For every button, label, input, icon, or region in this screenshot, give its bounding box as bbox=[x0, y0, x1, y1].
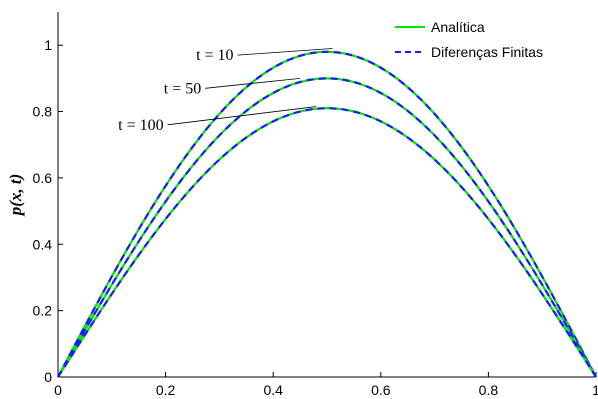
annotation-leader-line bbox=[167, 106, 317, 126]
y-tick-label: 0.8 bbox=[33, 104, 53, 120]
x-tick-label: 0 bbox=[54, 382, 62, 398]
curve-annotation-label: t = 100 bbox=[118, 117, 163, 134]
plot-axes bbox=[57, 12, 596, 378]
x-tick-label: 0.2 bbox=[156, 382, 176, 398]
x-tick-label: 1 bbox=[592, 382, 598, 398]
x-tick-label: 0.4 bbox=[263, 382, 283, 398]
y-tick-label: 0.4 bbox=[33, 236, 53, 252]
legend-label-0: Analítica bbox=[431, 19, 485, 35]
analytic-curve-0 bbox=[57, 50, 597, 378]
legend-label-1: Diferenças Finitas bbox=[431, 44, 543, 60]
legend: Analítica Diferenças Finitas bbox=[395, 19, 543, 60]
annotation-leader-line bbox=[237, 48, 333, 56]
curve-annotation-label: t = 10 bbox=[196, 47, 233, 64]
finite-diff-curve-2 bbox=[57, 107, 597, 378]
plot-curves bbox=[57, 50, 597, 378]
curve-annotations: t = 10 t = 50 t = 100 bbox=[118, 47, 333, 134]
y-tick-label: 1 bbox=[44, 37, 52, 53]
curve-annotation-label: t = 50 bbox=[164, 80, 201, 97]
y-tick-label: 0.2 bbox=[33, 303, 53, 319]
y-axis-label: p(x, t) bbox=[6, 174, 25, 218]
y-axis-ticks: 0 0.2 0.4 0.6 0.8 1 bbox=[33, 37, 63, 385]
x-tick-label: 0.6 bbox=[371, 382, 391, 398]
finite-diff-curve-1 bbox=[57, 77, 597, 378]
annotation-leader-line bbox=[205, 77, 301, 89]
finite-diff-curve-0 bbox=[57, 50, 597, 378]
y-tick-label: 0 bbox=[44, 369, 52, 385]
x-axis-ticks: 0 0.2 0.4 0.6 0.8 1 bbox=[54, 372, 598, 398]
y-tick-label: 0.6 bbox=[33, 170, 53, 186]
x-tick-label: 0.8 bbox=[479, 382, 499, 398]
